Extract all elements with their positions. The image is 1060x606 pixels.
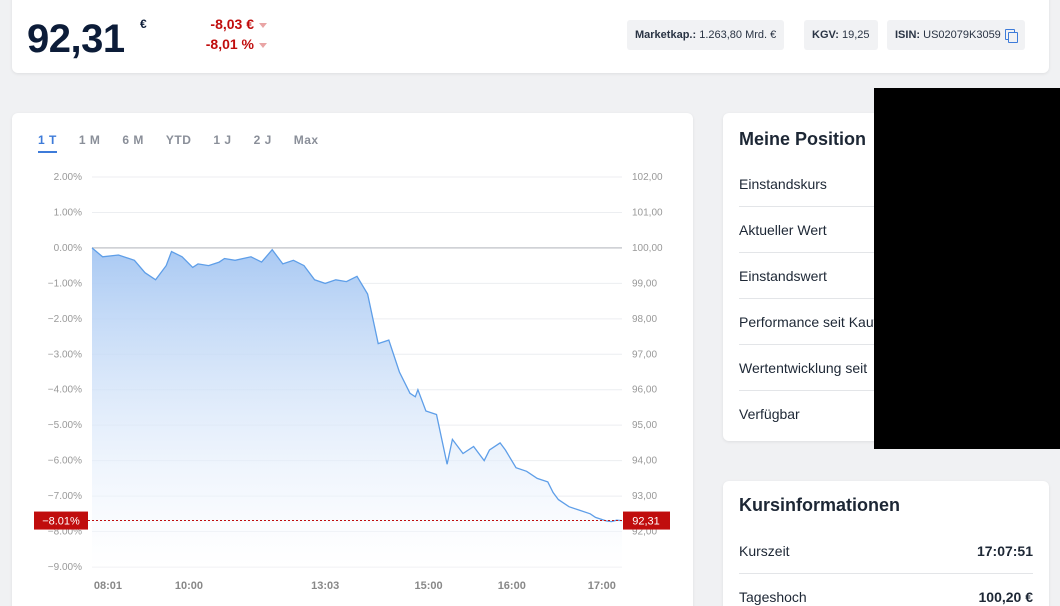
kgv-value: 19,25 (841, 29, 870, 41)
y-tick-label-right: 95,00 (632, 420, 657, 431)
y-tick-label-right: 100,00 (632, 243, 663, 254)
position-row-label: Einstandswert (739, 267, 827, 284)
position-row: Verfügbar (739, 391, 1033, 437)
y-tick-label-left: −5.00% (48, 420, 82, 431)
down-triangle-icon (259, 42, 267, 48)
current-price: 92,31 (27, 17, 125, 61)
redaction-block (874, 88, 1060, 449)
position-row-label: Aktueller Wert (739, 221, 827, 238)
y-tick-label-left: −4.00% (48, 385, 82, 396)
kursinfo-row-value: 17:07:51 (976, 542, 1033, 559)
y-tick-label-left: −3.00% (48, 349, 82, 360)
tab-2j[interactable]: 2 J (253, 133, 272, 147)
y-tick-label-left: −1.00% (48, 278, 82, 289)
tab-ytd[interactable]: YTD (165, 133, 192, 147)
current-price-label: 92,31 (632, 516, 660, 528)
timeframe-tabs: 1 T 1 M 6 M YTD 1 J 2 J Max (38, 133, 341, 153)
tab-1j[interactable]: 1 J (213, 133, 232, 147)
y-tick-label-left: −7.00% (48, 491, 82, 502)
kursinfo-row-value: 100,20 € (978, 589, 1034, 605)
y-tick-label-right: 93,00 (632, 491, 657, 502)
kursinfo-title: Kursinformationen (739, 495, 901, 515)
y-tick-label-left: −9.00% (48, 562, 82, 573)
kursinfo-card: Kursinformationen Kurszeit 17:07:51 Tagesh… (723, 481, 1049, 606)
change-percent: -8,01 % (206, 36, 267, 52)
position-row-label: Verfügbar (739, 406, 800, 422)
isin-badge: ISIN: US02079K3059 (887, 20, 1025, 50)
y-tick-label-right: 96,00 (632, 385, 657, 396)
position-row-label: Performance seit Kauf (739, 313, 878, 330)
kursinfo-row-label: Tageshoch (739, 589, 807, 605)
y-tick-label-right: 101,00 (632, 207, 663, 218)
market-cap-label: Marketkap.: (635, 29, 697, 41)
y-tick-label-left: 2.00% (54, 172, 82, 183)
x-tick-label: 08:01 (94, 580, 122, 592)
kursinfo-row: Tageshoch 100,20 € (739, 574, 1033, 606)
price-area (92, 247, 622, 567)
x-tick-label: 17:00 (588, 580, 616, 592)
current-price-marker (623, 511, 670, 530)
x-tick-label: 13:03 (311, 580, 339, 592)
y-tick-label-left: −6.00% (48, 456, 82, 467)
y-tick-label-left: −2.00% (48, 314, 82, 325)
currency-symbol: € (140, 17, 147, 31)
tab-1m[interactable]: 1 M (78, 133, 101, 147)
market-cap-value: 1.263,80 Mrd. € (699, 29, 777, 41)
change-absolute: -8,03 € (210, 16, 267, 32)
y-tick-label-left: 0.00% (54, 243, 82, 254)
price-line (91, 247, 623, 523)
kgv-badge: KGV: 19,25 (804, 20, 878, 50)
current-pct-label: −8.01% (42, 516, 80, 528)
copy-icon[interactable] (1004, 28, 1018, 43)
position-title: Meine Position (739, 129, 867, 149)
x-tick-label: 15:00 (414, 580, 442, 592)
kursinfo-row-label: Kurszeit (739, 542, 790, 559)
kursinfo-row: Kurszeit 17:07:51 (739, 528, 1033, 574)
tab-1t[interactable]: 1 T (38, 133, 57, 153)
price-chart[interactable]: 2.00% 1.00% 0.00% −1.00% −2.00% −3.00% −4.00% −… (12, 113, 693, 606)
current-pct-marker (34, 511, 88, 530)
y-tick-label-right: 98,00 (632, 314, 657, 325)
market-cap-badge: Marketkap.: 1.263,80 Mrd. € (627, 20, 785, 50)
y-tick-label-right: 92,00 (632, 527, 657, 538)
down-triangle-icon (259, 22, 267, 28)
position-row-label: Wertentwicklung seit (739, 359, 868, 376)
quote-header: 92,31 € -8,03 € -8,01 % Marketkap.: 1.26… (12, 0, 1049, 73)
kgv-label: KGV: (812, 29, 839, 41)
position-row-label: Einstandskurs (739, 175, 827, 192)
x-tick-label: 10:00 (175, 580, 203, 592)
y-tick-label-right: 94,00 (632, 456, 657, 467)
change-percent-text: -8,01 % (205, 36, 254, 52)
y-tick-label-left: −8.00% (48, 527, 82, 538)
x-tick-label: 16:00 (498, 580, 526, 592)
chart-card: 1 T 1 M 6 M YTD 1 J 2 J Max 2.00% 1.00% 0.00% −1.… (12, 113, 693, 606)
y-tick-label-right: 102,00 (632, 172, 663, 183)
change-absolute-text: -8,03 € (210, 16, 254, 32)
y-tick-label-right: 97,00 (632, 349, 657, 360)
y-tick-label-left: 1.00% (54, 207, 82, 218)
isin-label: ISIN: (895, 29, 921, 41)
price-change: -8,03 € -8,01 % (172, 16, 267, 56)
y-tick-label-right: 99,00 (632, 278, 657, 289)
tab-max[interactable]: Max (293, 133, 319, 147)
tab-6m[interactable]: 6 M (122, 133, 144, 147)
isin-value: US02079K3059 (923, 29, 1001, 41)
